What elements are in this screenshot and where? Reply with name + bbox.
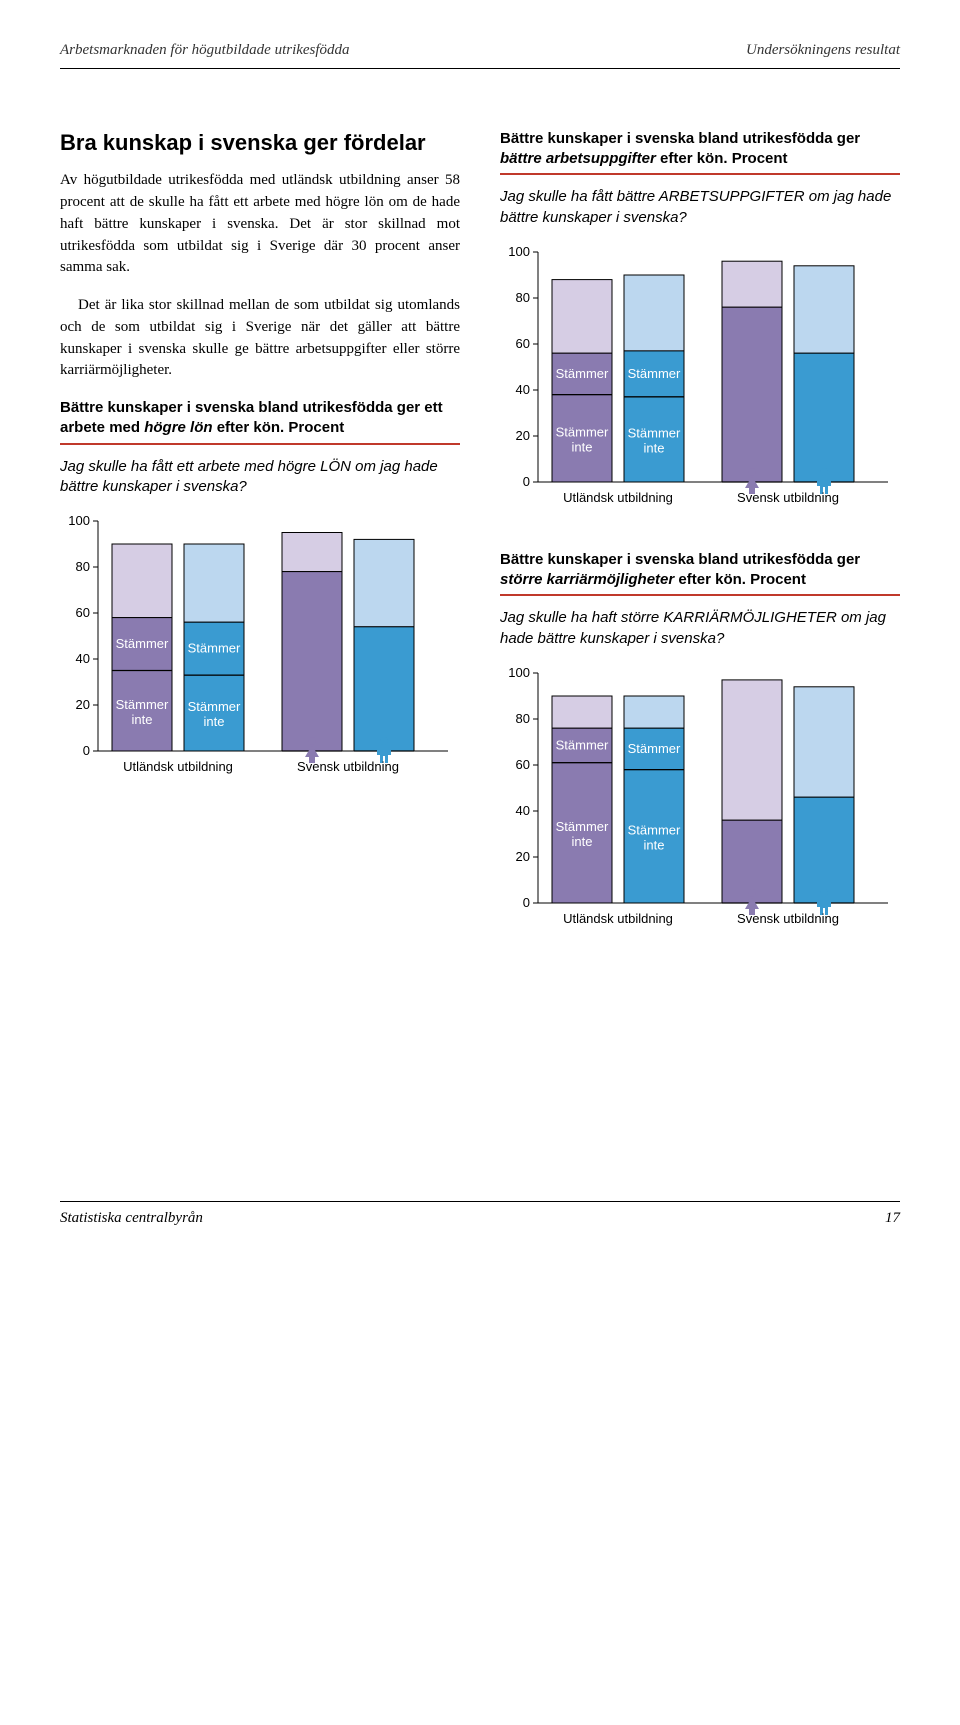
chart-arbets-rule xyxy=(500,173,900,175)
svg-text:Svensk utbildning: Svensk utbildning xyxy=(737,490,839,505)
chart-arbets-heading: Bättre kunskaper i svenska bland utrikes… xyxy=(500,129,900,170)
svg-text:20: 20 xyxy=(516,428,530,443)
running-footer: Statistiska centralbyrån 17 xyxy=(60,1201,900,1230)
header-rule xyxy=(60,68,900,69)
chart-lon-heading: Bättre kunskaper i svenska bland utrikes… xyxy=(60,398,460,439)
svg-text:inte: inte xyxy=(204,714,225,729)
svg-text:Svensk utbildning: Svensk utbildning xyxy=(737,911,839,926)
svg-text:0: 0 xyxy=(83,743,90,758)
svg-text:Stämmer: Stämmer xyxy=(628,741,681,756)
svg-text:60: 60 xyxy=(76,605,90,620)
svg-text:60: 60 xyxy=(516,336,530,351)
chart-karriar: 020406080100StämmerStämmerinteStämmerStä… xyxy=(500,663,900,943)
footer-left: Statistiska centralbyrån xyxy=(60,1208,203,1230)
svg-text:Utländsk utbildning: Utländsk utbildning xyxy=(123,759,233,774)
svg-text:inte: inte xyxy=(132,712,153,727)
svg-text:100: 100 xyxy=(68,513,90,528)
header-left: Arbetsmarknaden för högutbildade utrikes… xyxy=(60,40,350,62)
right-column: Bättre kunskaper i svenska bland utrikes… xyxy=(500,129,900,971)
svg-text:inte: inte xyxy=(644,837,665,852)
svg-text:80: 80 xyxy=(76,559,90,574)
svg-text:Utländsk utbildning: Utländsk utbildning xyxy=(563,911,673,926)
footer-page-number: 17 xyxy=(885,1208,900,1230)
svg-text:0: 0 xyxy=(523,895,530,910)
svg-text:40: 40 xyxy=(76,651,90,666)
svg-text:100: 100 xyxy=(508,665,530,680)
svg-text:20: 20 xyxy=(76,697,90,712)
paragraph-1: Av högutbildade utrikesfödda med utländs… xyxy=(60,170,460,279)
svg-text:Stämmer: Stämmer xyxy=(628,425,681,440)
chart-karriar-heading: Bättre kunskaper i svenska bland utrikes… xyxy=(500,550,900,591)
chart-lon: 020406080100StämmerStämmerinteStämmerStä… xyxy=(60,511,460,791)
svg-text:inte: inte xyxy=(644,440,665,455)
svg-text:Stämmer: Stämmer xyxy=(556,819,609,834)
header-right: Undersökningens resultat xyxy=(746,40,900,62)
svg-text:inte: inte xyxy=(572,834,593,849)
svg-text:40: 40 xyxy=(516,803,530,818)
running-header: Arbetsmarknaden för högutbildade utrikes… xyxy=(60,40,900,62)
svg-text:Stämmer: Stämmer xyxy=(628,822,681,837)
svg-text:Stämmer: Stämmer xyxy=(556,424,609,439)
svg-text:Stämmer: Stämmer xyxy=(556,366,609,381)
chart-lon-rule xyxy=(60,443,460,445)
svg-text:Stämmer: Stämmer xyxy=(116,697,169,712)
svg-text:20: 20 xyxy=(516,849,530,864)
chart-lon-question: Jag skulle ha fått ett arbete med högre … xyxy=(60,457,460,498)
paragraph-2: Det är lika stor skillnad mellan de som … xyxy=(60,295,460,382)
svg-text:Stämmer: Stämmer xyxy=(116,636,169,651)
svg-text:80: 80 xyxy=(516,290,530,305)
chart-karriar-rule xyxy=(500,594,900,596)
chart-karriar-question: Jag skulle ha haft större KARRIÄRMÖJLIGH… xyxy=(500,608,900,649)
svg-text:40: 40 xyxy=(516,382,530,397)
chart-arbetsuppg: 020406080100StämmerStämmerinteStämmerStä… xyxy=(500,242,900,522)
svg-text:60: 60 xyxy=(516,757,530,772)
svg-text:inte: inte xyxy=(572,439,593,454)
svg-text:80: 80 xyxy=(516,711,530,726)
svg-text:100: 100 xyxy=(508,244,530,259)
chart-arbets-question: Jag skulle ha fått bättre ARBETSUPPGIFTE… xyxy=(500,187,900,228)
svg-text:Stämmer: Stämmer xyxy=(628,366,681,381)
svg-text:Svensk utbildning: Svensk utbildning xyxy=(297,759,399,774)
svg-text:Stämmer: Stämmer xyxy=(188,699,241,714)
svg-text:Stämmer: Stämmer xyxy=(188,641,241,656)
left-column: Bra kunskap i svenska ger fördelar Av hö… xyxy=(60,129,460,971)
svg-text:Stämmer: Stämmer xyxy=(556,737,609,752)
svg-text:Utländsk utbildning: Utländsk utbildning xyxy=(563,490,673,505)
section-title: Bra kunskap i svenska ger fördelar xyxy=(60,129,460,157)
svg-text:0: 0 xyxy=(523,474,530,489)
two-column-layout: Bra kunskap i svenska ger fördelar Av hö… xyxy=(60,129,900,971)
